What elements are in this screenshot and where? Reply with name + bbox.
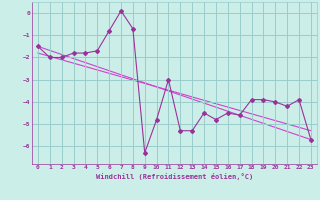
X-axis label: Windchill (Refroidissement éolien,°C): Windchill (Refroidissement éolien,°C)	[96, 173, 253, 180]
